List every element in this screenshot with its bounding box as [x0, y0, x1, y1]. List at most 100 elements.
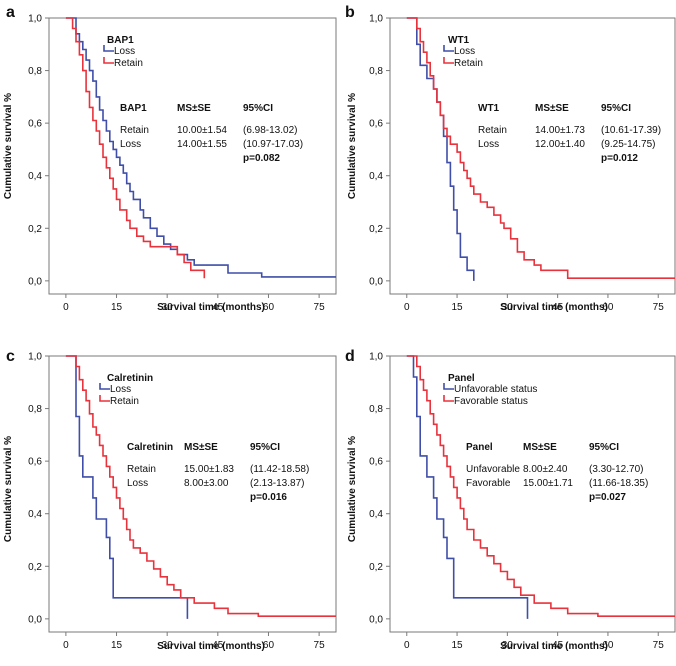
- chart0-y-tick-label: 0,6: [28, 119, 42, 130]
- chart2-stats-header: MS±SE: [184, 442, 218, 453]
- chart2-plot-frame: [48, 355, 337, 633]
- chart0-y-tick-label: 0,0: [28, 276, 42, 287]
- chart2-stats-header: 95%CI: [250, 442, 280, 453]
- chart3-x-tick-label: 60: [602, 640, 614, 651]
- chart3-panel: d 0,0 0,2 0,4 0,6 0,8 1,0 0 15 30 45 60 75 Survival t…: [345, 348, 676, 652]
- chart3-x-tick-label: 75: [653, 640, 665, 651]
- chart1-x-tick-label: 15: [451, 302, 463, 313]
- chart1-p-value: p=0.012: [601, 153, 638, 164]
- chart1-x-axis-label: Survival time (months): [500, 302, 608, 313]
- chart0-stats-header: 95%CI: [243, 103, 273, 114]
- chart1-x-tick-label: 30: [502, 302, 514, 313]
- chart3-y-axis-label: Cumulative survival %: [347, 436, 358, 542]
- chart2-x-tick-label: 75: [314, 640, 326, 651]
- chart0-legend-swatch: [103, 45, 114, 52]
- chart0-stats-header: MS±SE: [177, 103, 211, 114]
- chart0-stats-cell: Retain: [120, 125, 149, 136]
- chart0-x-tick-label: 15: [111, 302, 123, 313]
- chart3-stats-header: Panel: [466, 442, 493, 453]
- chart2-x-tick-label: 0: [63, 640, 69, 651]
- chart3-title: Panel: [448, 373, 475, 384]
- chart1-legend-swatch: [443, 57, 454, 64]
- chart0-x-tick-label: 60: [263, 302, 275, 313]
- chart3-stats-cell: Unfavorable: [466, 464, 520, 475]
- chart0-x-tick-label: 30: [162, 302, 174, 313]
- chart1-stats-header: WT1: [478, 103, 500, 114]
- chart3-y-tick-label: 0,0: [369, 614, 383, 625]
- chart3-x-axis-label: Survival time (months): [500, 641, 608, 652]
- chart1-stats-cell: Loss: [478, 139, 499, 150]
- chart2-x-tick-label: 30: [162, 640, 174, 651]
- chart2-y-tick-label: 0,6: [28, 457, 42, 468]
- chart1-legend-entry: Loss: [454, 46, 475, 57]
- chart2-stats-cell: Loss: [127, 478, 148, 489]
- chart3-stats-cell: (3.30-12.70): [589, 464, 643, 475]
- chart2-y-axis-label: Cumulative survival %: [3, 436, 14, 542]
- chart2-stats-cell: 8.00±3.00: [184, 478, 229, 489]
- chart2-x-tick-label: 15: [111, 640, 123, 651]
- chart3-series-unfavorable-status-line: [406, 355, 529, 619]
- chart3-p-value: p=0.027: [589, 492, 626, 503]
- chart2-stats-header: Calretinin: [127, 442, 173, 453]
- chart0-x-tick-label: 75: [314, 302, 326, 313]
- chart0-title: BAP1: [107, 35, 134, 46]
- chart0-stats-header: BAP1: [120, 103, 147, 114]
- chart3-y-tick-label: 0,6: [369, 457, 383, 468]
- chart1-x-tick-label: 60: [602, 302, 614, 313]
- chart1-legend-entry: Retain: [454, 58, 483, 69]
- chart0-x-tick-label: 45: [212, 302, 224, 313]
- chart2-legend-entry: Loss: [110, 384, 131, 395]
- chart2-legend-swatch: [99, 383, 110, 390]
- chart1-y-axis-label: Cumulative survival %: [347, 93, 358, 199]
- chart2-p-value: p=0.016: [250, 492, 287, 503]
- chart0-y-tick-label: 1,0: [28, 14, 42, 25]
- chart3-y-tick-label: 1,0: [369, 352, 383, 363]
- chart1-stats-header: MS±SE: [535, 103, 569, 114]
- chart3-series-favorable-status-line: [406, 355, 675, 618]
- chart1-y-tick-label: 0,4: [369, 171, 383, 182]
- chart1-series-retain-line: [406, 17, 675, 280]
- chart2-series-loss-line: [65, 355, 189, 619]
- chart0-legend-entry: Retain: [114, 58, 143, 69]
- chart1-x-tick-label: 45: [552, 302, 564, 313]
- chart2-legend-swatch: [99, 395, 110, 402]
- chart2-stats-cell: Retain: [127, 464, 156, 475]
- chart1-stats-cell: Retain: [478, 125, 507, 136]
- chart0-y-tick-label: 0,4: [28, 171, 42, 182]
- chart1-stats-header: 95%CI: [601, 103, 631, 114]
- chart3-stats-cell: (11.66-18.35): [589, 478, 648, 489]
- chart0-panel: a 0,0 0,2 0,4 0,6 0,8 1,0 0 15 30 45 60 75 Survival t…: [3, 4, 337, 313]
- chart1-plot-frame: [389, 17, 676, 295]
- chart3-x-tick-label: 0: [404, 640, 410, 651]
- chart2-y-tick-label: 0,0: [28, 614, 42, 625]
- chart0-legend-swatch: [103, 57, 114, 64]
- chart0-x-axis-label: Survival time (months): [157, 302, 265, 313]
- chart2-title: Calretinin: [107, 373, 153, 384]
- chart0-legend-entry: Loss: [114, 46, 135, 57]
- chart3-legend-swatch: [443, 395, 454, 402]
- chart3-x-tick-label: 15: [451, 640, 463, 651]
- chart1-stats-cell: (9.25-14.75): [601, 139, 655, 150]
- chart2-panel: c 0,0 0,2 0,4 0,6 0,8 1,0 0 15 30 45 60 75 Survival t…: [3, 348, 337, 652]
- chart3-stats-cell: Favorable: [466, 478, 511, 489]
- chart2-stats-cell: (11.42-18.58): [250, 464, 309, 475]
- chart3-stats-header: 95%CI: [589, 442, 619, 453]
- chart0-stats-cell: Loss: [120, 139, 141, 150]
- chart1-x-tick-label: 75: [653, 302, 665, 313]
- chart1-legend-swatch: [443, 45, 454, 52]
- chart0-stats-cell: 14.00±1.55: [177, 139, 227, 150]
- chart1-stats-cell: 12.00±1.40: [535, 139, 585, 150]
- chart3-y-tick-label: 0,4: [369, 509, 383, 520]
- chart3-plot-frame: [389, 355, 676, 633]
- chart1-x-tick-label: 0: [404, 302, 410, 313]
- chart1-panel: b 0,0 0,2 0,4 0,6 0,8 1,0 0 15 30 45 60 75 Survival t…: [345, 4, 676, 313]
- chart1-y-tick-label: 0,8: [369, 66, 383, 77]
- chart1-panel-label: b: [345, 4, 355, 21]
- chart0-y-tick-label: 0,8: [28, 66, 42, 77]
- chart3-stats-header: MS±SE: [523, 442, 557, 453]
- chart2-y-tick-label: 1,0: [28, 352, 42, 363]
- chart3-stats-cell: 8.00±2.40: [523, 464, 568, 475]
- chart0-stats-cell: (10.97-17.03): [243, 139, 303, 150]
- chart3-x-tick-label: 30: [502, 640, 514, 651]
